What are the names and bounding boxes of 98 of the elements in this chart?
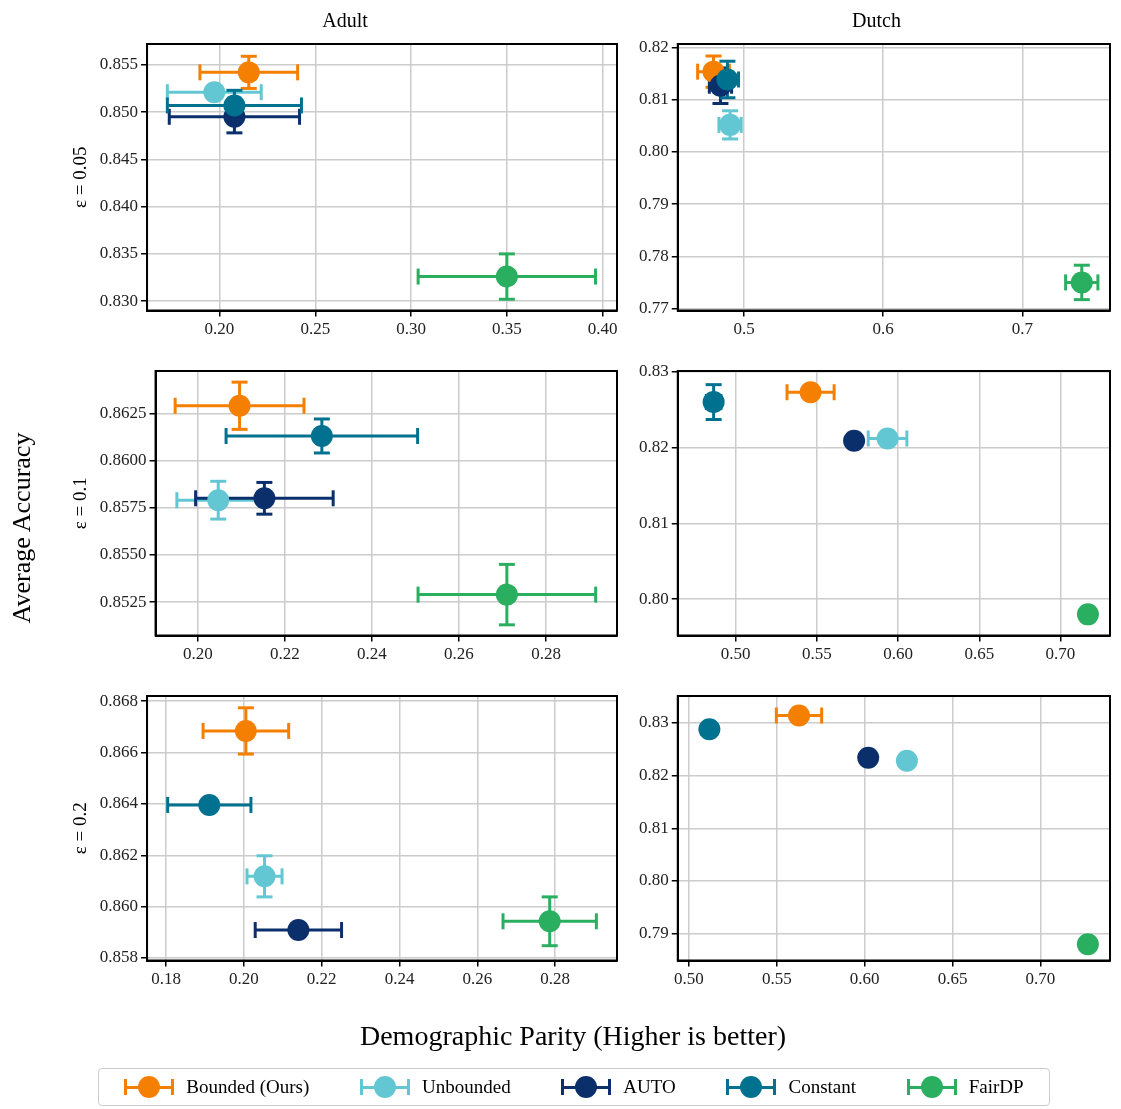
point [1070, 271, 1093, 294]
x-tick-label: 0.7 [1011, 319, 1034, 339]
y-tick-label: 0.82 [639, 765, 669, 785]
x-tick-label: 0.55 [802, 644, 832, 664]
y-tick-label: 0.835 [99, 243, 139, 263]
point [198, 793, 221, 816]
point [716, 68, 739, 91]
y-axis-title: ε = 0.05 [69, 146, 91, 209]
x-tick-label: 0.28 [540, 969, 571, 989]
x-tick-label: 0.28 [531, 644, 561, 664]
x-tick-label: 0.26 [462, 969, 493, 989]
x-tick-label: 0.24 [384, 969, 415, 989]
point [843, 429, 866, 452]
x-tick-label: 0.50 [674, 969, 704, 989]
y-tick-label: 0.862 [99, 844, 139, 864]
text: Demographic Parity (Higher is better) [358, 1020, 788, 1052]
point [698, 718, 721, 741]
y-tick-label: 0.858 [99, 947, 139, 967]
y-tick-label: 0.83 [639, 361, 669, 381]
point [203, 81, 226, 104]
point [538, 910, 561, 933]
y-tick-label: 0.83 [639, 712, 669, 732]
y-tick-label: 0.82 [639, 437, 669, 457]
y-tick-label: 0.845 [99, 148, 139, 168]
x-tick-label: 0.35 [491, 319, 522, 339]
y-tick-label: 0.855 [99, 54, 139, 74]
x-tick-label: 0.70 [1045, 644, 1076, 664]
chart-title: Dutch [852, 9, 901, 32]
y-tick-label: 0.864 [99, 793, 139, 813]
y-tick-label: 0.81 [639, 89, 669, 109]
y-tick-label: 0.80 [639, 588, 669, 608]
y-tick-label: 0.8600 [99, 449, 147, 469]
point [857, 746, 880, 769]
point [253, 487, 276, 510]
legend-label: AUTO [623, 1076, 676, 1098]
point [207, 489, 230, 512]
y-axis-title: ε = 0.2 [69, 802, 91, 855]
x-tick-label: 0.40 [587, 319, 618, 339]
x-tick-label: 0.60 [849, 969, 880, 989]
y-tick-label: 0.80 [639, 141, 669, 161]
point [234, 719, 257, 742]
x-tick-label: 0.24 [357, 644, 388, 664]
y-tick-label: 0.866 [99, 741, 139, 761]
x-tick-label: 0.30 [396, 319, 426, 339]
y-tick-label: 0.82 [639, 37, 669, 57]
y-axis-title: ε = 0.1 [69, 477, 91, 530]
y-tick-label: 0.850 [99, 101, 139, 121]
x-tick-label: 0.26 [444, 644, 474, 664]
y-tick-label: 0.840 [99, 196, 139, 216]
y-tick-label: 0.78 [639, 245, 669, 265]
point [876, 427, 899, 450]
x-tick-label: 0.55 [761, 969, 792, 989]
y-tick-label: 0.868 [99, 690, 139, 710]
point [787, 704, 810, 727]
y-tick-label: 0.77 [639, 297, 670, 317]
legend-label: Unbounded [421, 1076, 511, 1098]
text: Average Accuracy [7, 432, 37, 624]
point [310, 424, 333, 447]
y-tick-label: 0.8525 [99, 591, 147, 611]
point [287, 919, 310, 942]
x-tick-label: 0.60 [883, 644, 913, 664]
point [895, 749, 918, 772]
legend-label: FairDP [968, 1076, 1024, 1098]
x-tick-label: 0.65 [964, 644, 995, 664]
x-tick-label: 0.20 [204, 319, 235, 339]
x-tick-label: 0.18 [151, 969, 181, 989]
y-tick-label: 0.81 [639, 817, 669, 837]
legend-label: Bounded (Ours) [186, 1076, 310, 1098]
x-tick-label: 0.65 [937, 969, 968, 989]
point [1076, 603, 1099, 626]
y-tick-label: 0.79 [639, 923, 669, 943]
y-tick-label: 0.860 [99, 896, 139, 916]
x-tick-label: 0.6 [872, 319, 894, 339]
point [495, 583, 518, 606]
x-tick-label: 0.22 [306, 969, 337, 989]
legend-label: Constant [788, 1076, 857, 1098]
y-tick-label: 0.79 [639, 193, 669, 213]
x-tick-label: 0.20 [182, 644, 213, 664]
point [253, 865, 276, 888]
y-tick-label: 0.8550 [99, 544, 147, 564]
x-tick-label: 0.20 [229, 969, 259, 989]
point [1076, 933, 1099, 956]
x-tick-label: 0.5 [733, 319, 755, 339]
y-tick-label: 0.81 [639, 512, 669, 532]
point [223, 94, 246, 117]
x-tick-label: 0.25 [300, 319, 331, 339]
x-tick-label: 0.22 [269, 644, 300, 664]
chart-title: Adult [322, 9, 369, 32]
point [495, 265, 518, 288]
y-tick-label: 0.8625 [99, 402, 147, 422]
x-tick-label: 0.70 [1025, 969, 1056, 989]
x-tick-label: 0.50 [720, 644, 751, 664]
point [237, 61, 260, 84]
y-tick-label: 0.830 [99, 290, 139, 310]
point [228, 394, 251, 417]
y-tick-label: 0.80 [639, 870, 669, 890]
point [799, 381, 822, 404]
y-tick-label: 0.8575 [99, 497, 147, 517]
